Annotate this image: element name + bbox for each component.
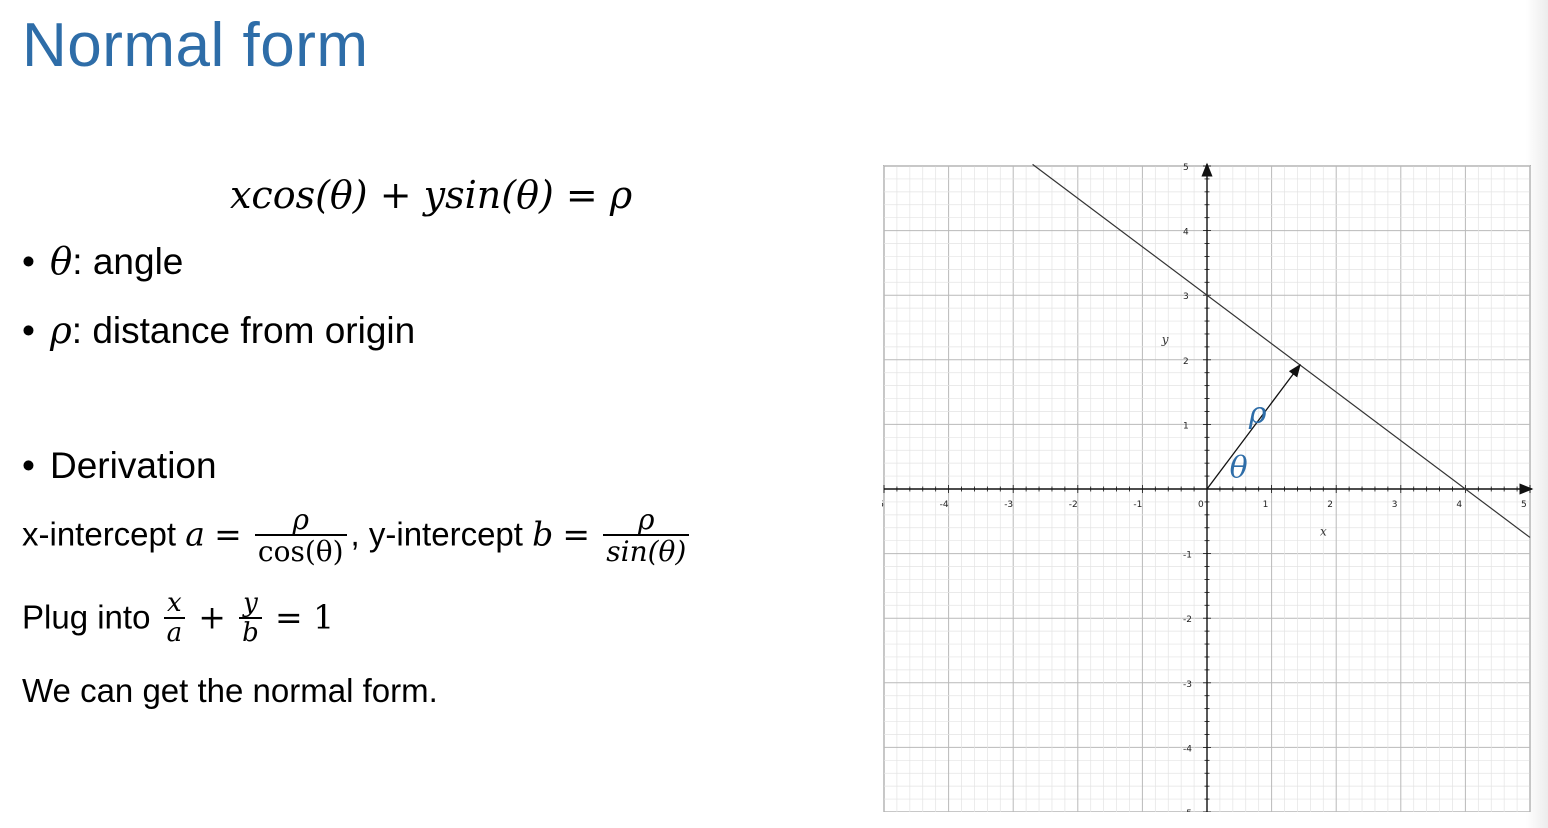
- x-tick-label: -2: [1069, 500, 1078, 510]
- slide-edge-shadow: [1526, 0, 1548, 828]
- y-tick-label: 5: [1183, 163, 1189, 173]
- bullet-rho: • ρ: distance from origin: [22, 309, 416, 352]
- normal-form-line: [1032, 163, 1531, 538]
- x-axis-label: x: [1320, 525, 1327, 539]
- x-tick-label: 2: [1327, 500, 1333, 510]
- x-tick-label: -4: [940, 500, 949, 510]
- x-tick-label: 0: [1198, 500, 1204, 510]
- conclusion-text: We can get the normal form.: [22, 672, 438, 709]
- x-tick-label: -1: [1133, 500, 1142, 510]
- intercepts-line: x-intercept a = ρ cos(θ) , y-intercept b…: [22, 505, 693, 569]
- y-tick-label: 3: [1183, 292, 1189, 302]
- y-axis-label: y: [1161, 333, 1169, 347]
- graph-tick-labels: -5 -4 -3 -2 -1 0 1 2 3 4 5 5 4 3 2 1 -1 -2 -3 -4 -5: [882, 163, 1527, 812]
- y-tick-label: -1: [1183, 551, 1192, 561]
- rho-label: ρ: [1248, 396, 1267, 431]
- x-tick-label: -5: [882, 500, 884, 510]
- x-tick-label: -3: [1004, 500, 1013, 510]
- bullet-dot-icon: •: [22, 445, 35, 486]
- y-over-b-fraction: y b: [239, 589, 262, 649]
- x-tick-label: 4: [1456, 500, 1462, 510]
- x-over-a-fraction: x a: [163, 589, 186, 649]
- y-intercept-fraction: ρ sin(θ): [603, 505, 690, 569]
- y-tick-label: -4: [1183, 744, 1192, 754]
- x-tick-label: 3: [1392, 500, 1398, 510]
- plug-into-line: Plug into x a + y b = 1: [22, 588, 335, 649]
- y-tick-label: 1: [1183, 421, 1189, 431]
- rho-arrow: [1206, 363, 1301, 490]
- bullet-theta: • θ: angle: [22, 240, 184, 283]
- bullet-derivation: • Derivation: [22, 445, 217, 486]
- normal-form-graph: -5 -4 -3 -2 -1 0 1 2 3 4 5 5 4 3 2 1 -1 -2 -3 -4 -5 ρ θ x y: [882, 162, 1534, 812]
- y-tick-label: 4: [1183, 228, 1189, 238]
- y-tick-label: 2: [1183, 357, 1189, 367]
- x-intercept-fraction: ρ cos(θ): [254, 505, 347, 569]
- bullet-dot-icon: •: [22, 241, 35, 282]
- x-tick-label: 1: [1263, 500, 1269, 510]
- normal-form-equation: xcos(θ) + ysin(θ) = ρ: [230, 173, 633, 217]
- y-tick-label: -3: [1183, 680, 1192, 690]
- slide-title: Normal form: [22, 11, 369, 80]
- y-tick-label: -2: [1183, 615, 1192, 625]
- x-tick-label: 5: [1521, 500, 1527, 510]
- y-tick-label: -5: [1183, 809, 1192, 812]
- bullet-dot-icon: •: [22, 310, 35, 351]
- theta-label: θ: [1230, 450, 1248, 485]
